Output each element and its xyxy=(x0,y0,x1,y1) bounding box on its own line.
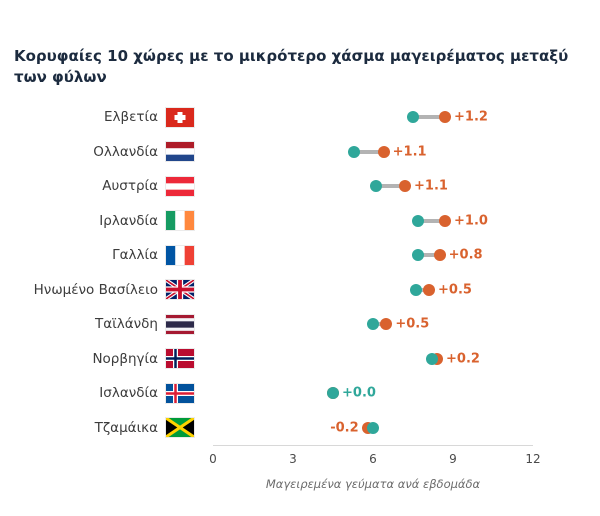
chart-row: Ηνωμένο Βασίλειο +0.5 xyxy=(14,273,586,308)
chart-row: Ελβετία +1.2 xyxy=(14,100,586,135)
plot-area: +0.2 xyxy=(205,342,525,377)
jamaica-flag-icon xyxy=(166,418,194,438)
plot-area: +1.1 xyxy=(205,135,525,170)
iceland-flag-icon xyxy=(166,383,194,403)
gap-value-label: +1.1 xyxy=(392,144,427,160)
orange-dot xyxy=(423,283,435,296)
country-label: Ισλανδία xyxy=(99,385,158,402)
chart-row: Αυστρία +1.1 xyxy=(14,169,586,204)
country-label: Ιρλανδία xyxy=(99,212,158,229)
orange-dot xyxy=(377,145,390,158)
gap-value-label: +1.0 xyxy=(454,213,488,229)
teal-dot xyxy=(407,111,419,124)
gap-value-label: +0.0 xyxy=(342,385,376,401)
gap-value-label: +0.8 xyxy=(448,247,483,263)
gap-value-label: +1.1 xyxy=(414,178,448,194)
plot-area: +0.5 xyxy=(205,273,525,308)
x-axis-label: Μαγειρεμένα γεύματα ανά εβδομάδα xyxy=(265,477,481,491)
country-label: Ταϊλάνδη xyxy=(95,316,158,333)
teal-dot xyxy=(369,180,382,193)
gap-value-label: +0.5 xyxy=(438,282,472,298)
chart-row: Τζαμάικα -0.2 xyxy=(14,411,586,446)
france-flag-icon xyxy=(166,245,194,265)
country-label: Γαλλία xyxy=(112,247,158,264)
ireland-flag-icon xyxy=(166,211,194,231)
teal-dot xyxy=(409,283,422,296)
country-label: Ηνωμένο Βασίλειο xyxy=(33,281,158,298)
country-label: Τζαμάικα xyxy=(94,419,158,436)
teal-dot xyxy=(348,145,361,158)
teal-dot xyxy=(367,318,379,331)
orange-dot xyxy=(399,180,411,193)
chart-title: Κορυφαίες 10 χώρες με το μικρότερο χάσμα… xyxy=(14,47,569,86)
orange-dot xyxy=(380,318,393,331)
chart-rows: Ελβετία +1.2 Ολλανδία +1.1 Αυστρία +1.1 Ιρλανδ… xyxy=(14,100,586,445)
plot-area: -0.2 xyxy=(205,411,525,446)
plot-area: +0.0 xyxy=(205,376,525,411)
connector-line xyxy=(354,149,384,154)
country-label: Αυστρία xyxy=(102,178,158,195)
plot-area: +0.5 xyxy=(205,307,525,342)
orange-dot xyxy=(439,111,451,124)
teal-dot xyxy=(412,249,425,262)
plot-area: +1.1 xyxy=(205,169,525,204)
gap-value-label: +0.5 xyxy=(395,316,430,332)
x-tick-label: 12 xyxy=(525,452,541,466)
switzerland-flag-icon xyxy=(166,107,194,127)
thailand-flag-icon xyxy=(166,314,194,334)
x-tick-label: 0 xyxy=(209,452,217,466)
chart-row: Ιρλανδία +1.0 xyxy=(14,204,586,239)
teal-dot xyxy=(412,214,425,227)
plot-area: +1.0 xyxy=(205,204,525,239)
x-tick-label: 3 xyxy=(289,452,297,466)
netherlands-flag-icon xyxy=(166,142,194,162)
country-label: Ολλανδία xyxy=(93,143,158,160)
country-label: Νορβηγία xyxy=(92,350,158,367)
connector-line xyxy=(373,322,387,327)
chart-row: Νορβηγία +0.2 xyxy=(14,342,586,377)
gap-value-label: +1.2 xyxy=(454,109,488,125)
connector-line xyxy=(415,287,429,292)
orange-dot xyxy=(433,249,446,262)
connector-line xyxy=(413,115,445,120)
chart-row: Ολλανδία +1.1 xyxy=(14,135,586,170)
chart-row: Γαλλία +0.8 xyxy=(14,238,586,273)
teal-dot xyxy=(425,352,438,365)
austria-flag-icon xyxy=(166,176,194,196)
x-tick-label: 9 xyxy=(449,452,457,466)
plot-area: +1.2 xyxy=(205,100,525,135)
teal-dot xyxy=(327,387,339,400)
connector-line xyxy=(375,184,405,189)
x-tick-label: 6 xyxy=(369,452,377,466)
orange-dot xyxy=(439,214,451,227)
x-axis: 0 3 6 9 12 xyxy=(209,445,541,469)
norway-flag-icon xyxy=(166,349,194,369)
country-label: Ελβετία xyxy=(103,109,158,126)
plot-area: +0.8 xyxy=(205,238,525,273)
connector-line xyxy=(418,218,445,223)
connector-line xyxy=(418,253,440,258)
chart-row: Ισλανδία +0.0 xyxy=(14,376,586,411)
gap-value-label: -0.2 xyxy=(330,420,359,436)
gap-value-label: +0.2 xyxy=(446,351,480,367)
chart-row: Ταϊλάνδη +0.5 xyxy=(14,307,586,342)
united-kingdom-flag-icon xyxy=(166,280,194,300)
dumbbell-chart: Ελβετία +1.2 Ολλανδία +1.1 Αυστρία +1.1 Ιρλανδ… xyxy=(14,100,586,491)
teal-dot xyxy=(367,421,379,434)
